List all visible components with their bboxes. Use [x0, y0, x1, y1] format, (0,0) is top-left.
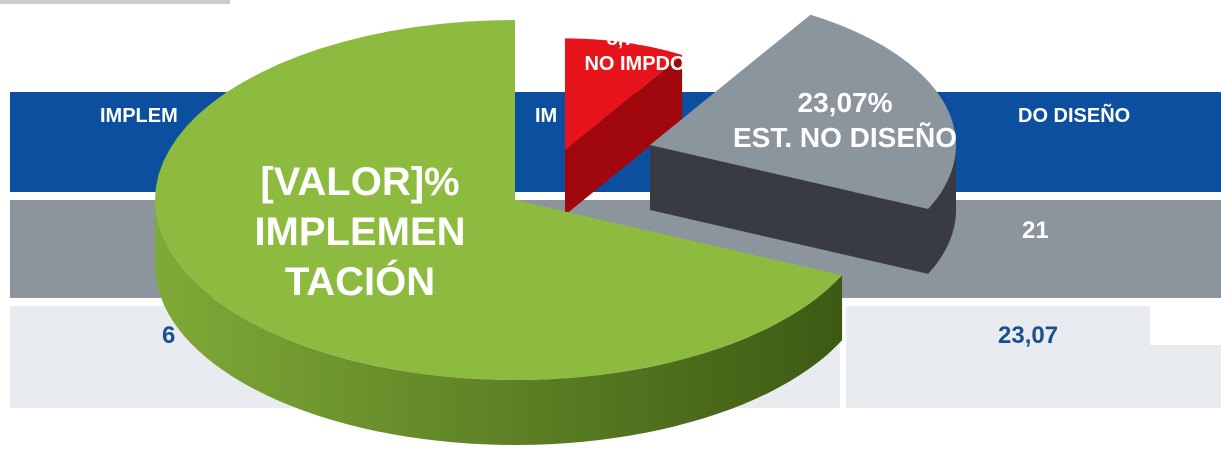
table-cell: 23,07 [998, 322, 1058, 349]
slice [650, 14, 956, 209]
data-label: 23,07% [798, 87, 893, 118]
slice-label: IMPLEMEN TACIÓN [254, 210, 465, 304]
data-label: 8,79% [607, 28, 664, 50]
table-header-cell: DO DISEÑO [1018, 104, 1130, 127]
table-cell: 21 [1022, 217, 1049, 244]
top-bar [0, 0, 230, 4]
slice-label: NO IMPDO [584, 53, 685, 75]
table-header-cell: IM [535, 105, 557, 127]
table-row [1150, 345, 1221, 408]
table-header-cell: IMPLEM [100, 105, 178, 127]
data-label: [VALOR]% [260, 160, 459, 204]
table-cell: 6 [162, 322, 175, 349]
slice [565, 38, 683, 150]
slice-label: EST. NO DISEÑO [733, 122, 957, 153]
slice-side [928, 145, 956, 274]
slice-face [565, 55, 683, 215]
slice-side [155, 200, 843, 445]
table-row [846, 306, 1150, 408]
slice-face [650, 145, 928, 274]
slice [155, 20, 843, 380]
pie-chart: 8,79% NO IMPDO 23,07% EST. NO DISEÑO [VALOR]… [155, 14, 957, 445]
